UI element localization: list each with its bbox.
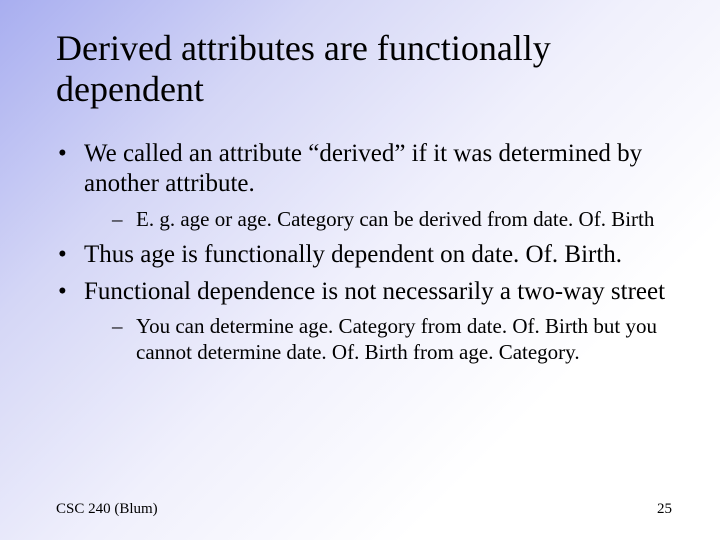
bullet-text: We called an attribute “derived” if it w… bbox=[84, 140, 642, 198]
bullet-item: Functional dependence is not necessarily… bbox=[56, 277, 672, 366]
bullet-list: We called an attribute “derived” if it w… bbox=[56, 139, 672, 366]
bullet-item: Thus age is functionally dependent on da… bbox=[56, 240, 672, 271]
slide-footer: CSC 240 (Blum) 25 bbox=[56, 501, 672, 518]
sub-bullet-list: You can determine age. Category from dat… bbox=[84, 313, 672, 366]
sub-bullet-item: E. g. age or age. Category can be derive… bbox=[112, 206, 672, 232]
sub-bullet-text: You can determine age. Category from dat… bbox=[136, 314, 657, 364]
bullet-text: Functional dependence is not necessarily… bbox=[84, 278, 665, 305]
sub-bullet-text: E. g. age or age. Category can be derive… bbox=[136, 207, 654, 231]
bullet-text: Thus age is functionally dependent on da… bbox=[84, 241, 622, 268]
slide-title: Derived attributes are functionally depe… bbox=[56, 28, 672, 111]
footer-page-number: 25 bbox=[657, 501, 672, 518]
footer-left: CSC 240 (Blum) bbox=[56, 501, 158, 518]
sub-bullet-item: You can determine age. Category from dat… bbox=[112, 313, 672, 366]
bullet-item: We called an attribute “derived” if it w… bbox=[56, 139, 672, 232]
sub-bullet-list: E. g. age or age. Category can be derive… bbox=[84, 206, 672, 232]
slide-body: Derived attributes are functionally depe… bbox=[0, 0, 720, 366]
